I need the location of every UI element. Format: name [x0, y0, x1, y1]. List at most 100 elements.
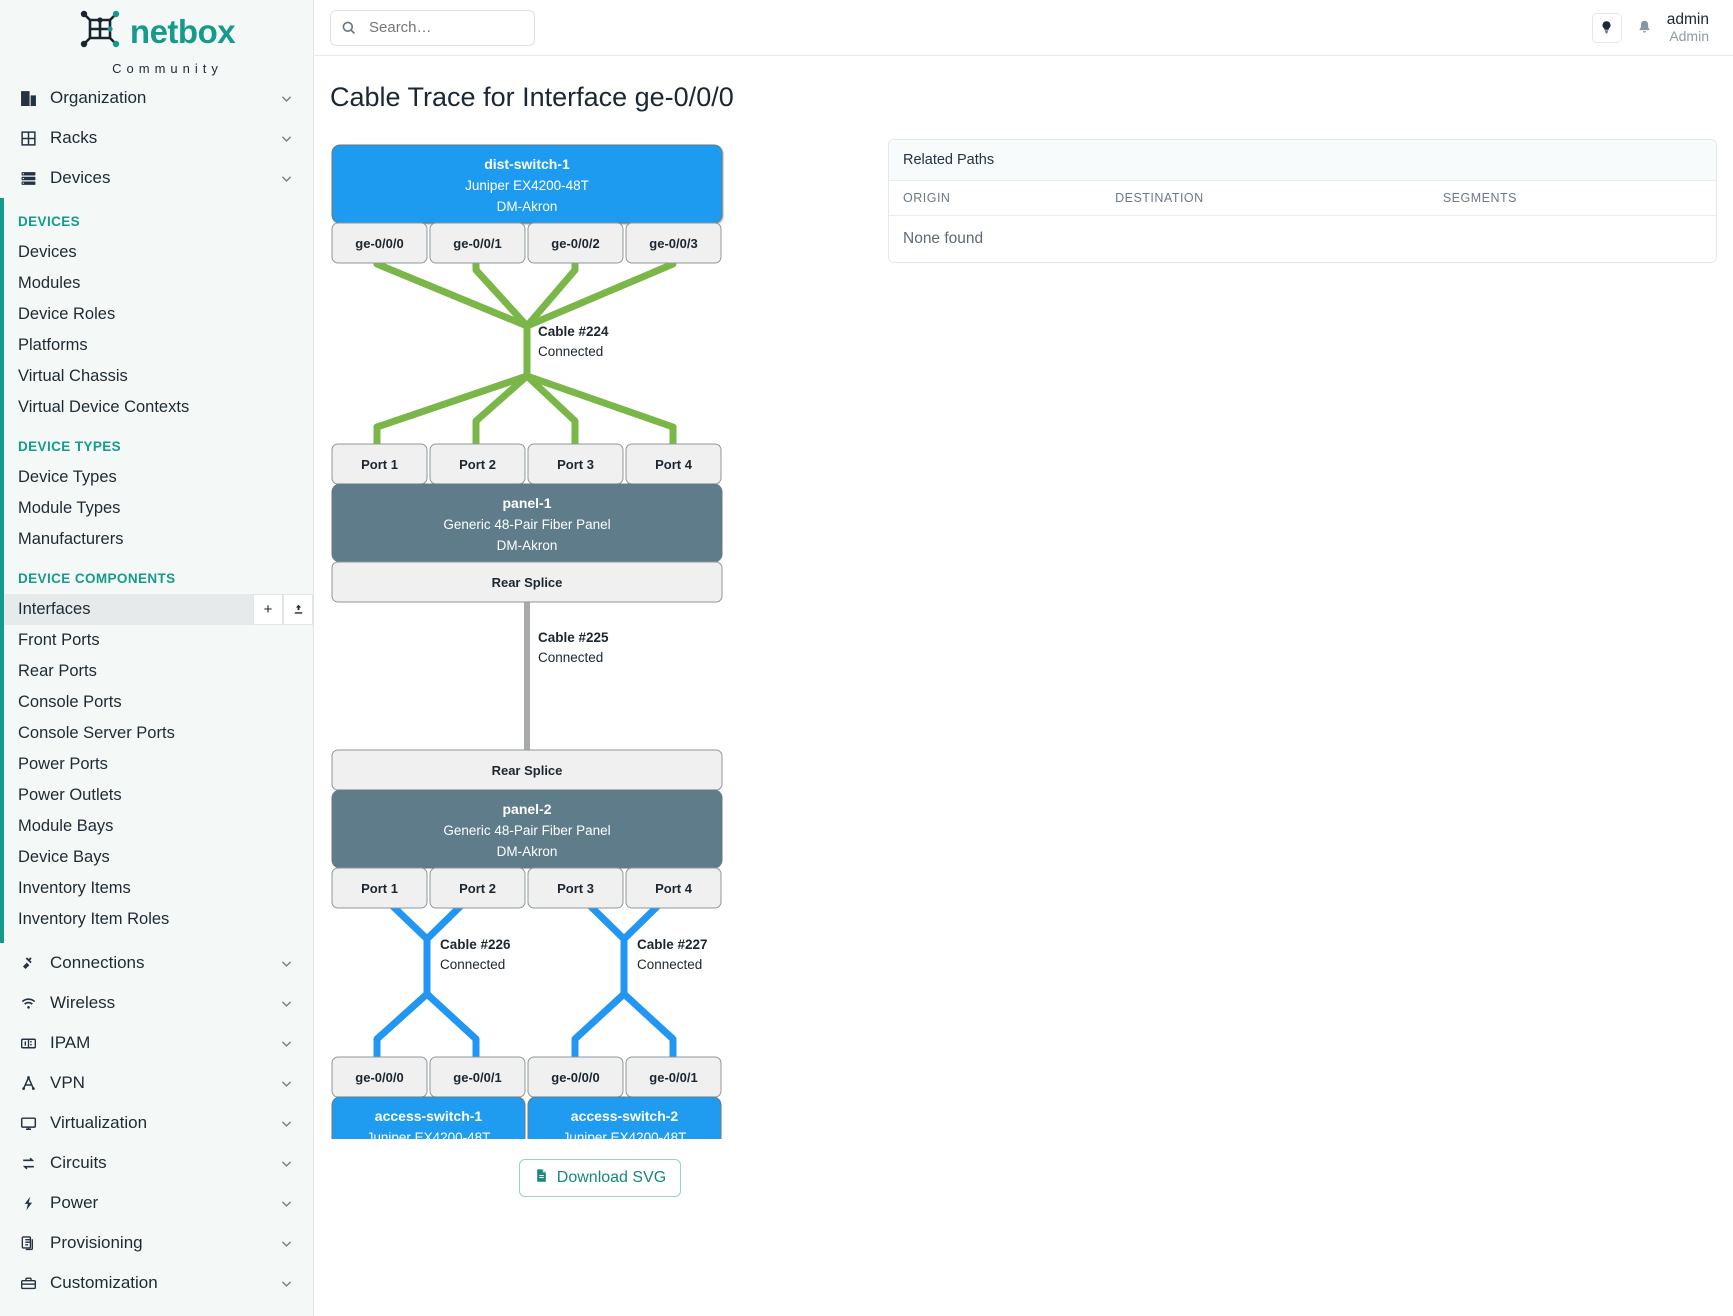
termination[interactable]: ge-0/0/0 [331, 222, 428, 264]
sidebar-group-provisioning[interactable]: Provisioning [0, 1223, 313, 1263]
termination-label: Port 2 [459, 881, 496, 896]
sidebar-item-power-ports[interactable]: Power Ports [4, 749, 313, 780]
termination[interactable]: ge-0/0/0 [527, 1056, 624, 1098]
chevron-down-icon [279, 1116, 293, 1130]
sidebar-item-module-bays[interactable]: Module Bays [4, 811, 313, 842]
sidebar-group-virtualization[interactable]: Virtualization [0, 1103, 313, 1143]
sidebar-item-inventory-item-roles[interactable]: Inventory Item Roles [4, 904, 313, 935]
bell-icon[interactable] [1636, 19, 1653, 36]
termination-label: Rear Splice [492, 575, 563, 590]
sidebar-item-inventory-items[interactable]: Inventory Items [4, 873, 313, 904]
search-icon [341, 20, 357, 36]
sidebar-item-interfaces[interactable]: Interfaces + [4, 594, 313, 625]
sidebar-group-customization[interactable]: Customization [0, 1263, 313, 1303]
sidebar-group-label: Customization [50, 1273, 158, 1292]
toolbox-icon [18, 1273, 38, 1293]
top-navbar-actions: admin Admin [1591, 11, 1717, 45]
termination-label: ge-0/0/3 [649, 236, 697, 251]
sidebar-item-manufacturers[interactable]: Manufacturers [4, 524, 313, 555]
sidebar-group-label: VPN [50, 1073, 85, 1092]
termination-label: ge-0/0/0 [355, 1070, 403, 1085]
termination[interactable]: Port 2 [429, 867, 526, 909]
cable-224-lines[interactable] [373, 247, 677, 444]
column-header-destination[interactable]: DESTINATION [1101, 181, 1429, 216]
building-icon [18, 88, 38, 108]
cable-label: Cable #225 [538, 630, 609, 645]
sidebar-item-device-bays[interactable]: Device Bays [4, 842, 313, 873]
column-header-origin[interactable]: ORIGIN [889, 181, 1102, 216]
cable-status: Connected [538, 344, 603, 359]
search-box[interactable] [330, 9, 535, 46]
sidebar-item-device-roles[interactable]: Device Roles [4, 299, 313, 330]
sidebar-item-module-types[interactable]: Module Types [4, 493, 313, 524]
termination[interactable]: ge-0/0/0 [331, 1056, 428, 1098]
node-panel-1[interactable]: panel-1 Generic 48-Pair Fiber Panel DM-A… [331, 483, 723, 563]
termination[interactable]: Port 2 [429, 443, 526, 485]
sidebar-item-virtual-device-contexts[interactable]: Virtual Device Contexts [4, 392, 313, 423]
termination[interactable]: ge-0/0/1 [429, 222, 526, 264]
brand-logo[interactable]: netbox Community [0, 0, 313, 78]
device-name: panel-2 [502, 801, 551, 817]
import-interface-button[interactable] [283, 594, 313, 625]
sidebar-item-label: Inventory Item Roles [18, 910, 170, 928]
sidebar-group-devices[interactable]: Devices [0, 158, 313, 198]
termination[interactable]: Port 4 [625, 443, 722, 485]
node-access-switch-1[interactable]: access-switch-1 Juniper EX4200-48T DM-Ak… [331, 1096, 526, 1139]
sidebar-item-front-ports[interactable]: Front Ports [4, 625, 313, 656]
cable-status: Connected [440, 957, 505, 972]
node-access-switch-2[interactable]: access-switch-2 Juniper EX4200-48T DM-Ak… [527, 1096, 722, 1139]
netbox-logo-icon [78, 9, 122, 54]
sidebar-group-organization[interactable]: Organization [0, 78, 313, 118]
termination[interactable]: Port 1 [331, 867, 428, 909]
sidebar-item-modules[interactable]: Modules [4, 268, 313, 299]
sidebar-group-operations[interactable]: Operations [0, 1303, 313, 1316]
node-panel-2[interactable]: panel-2 Generic 48-Pair Fiber Panel DM-A… [331, 789, 723, 869]
cable-224-label[interactable]: Cable #224 Connected [538, 324, 609, 359]
sidebar-item-platforms[interactable]: Platforms [4, 330, 313, 361]
sidebar-item-console-ports[interactable]: Console Ports [4, 687, 313, 718]
sidebar-group-circuits[interactable]: Circuits [0, 1143, 313, 1183]
chevron-down-icon [279, 1036, 293, 1050]
sidebar-group-wireless[interactable]: Wireless [0, 983, 313, 1023]
node-dist-switch-1[interactable]: dist-switch-1 Juniper EX4200-48T DM-Akro… [331, 144, 723, 224]
sidebar-item-devices[interactable]: Devices [4, 237, 313, 268]
device-type: Juniper EX4200-48T [367, 1130, 491, 1139]
sidebar-item-console-server-ports[interactable]: Console Server Ports [4, 718, 313, 749]
sidebar-item-rear-ports[interactable]: Rear Ports [4, 656, 313, 687]
sidebar-group-label: Connections [50, 953, 145, 972]
sidebar-group-vpn[interactable]: VPN [0, 1063, 313, 1103]
download-svg-button[interactable]: Download SVG [518, 1159, 682, 1197]
termination[interactable]: ge-0/0/1 [625, 1056, 722, 1098]
termination[interactable]: ge-0/0/3 [625, 222, 722, 264]
termination[interactable]: Port 3 [527, 867, 624, 909]
related-paths-title: Related Paths [889, 140, 1716, 181]
rear-port-panel-2[interactable]: Rear Splice [331, 749, 723, 791]
termination[interactable]: ge-0/0/1 [429, 1056, 526, 1098]
sidebar-group-racks[interactable]: Racks [0, 118, 313, 158]
device-type: Juniper EX4200-48T [465, 178, 589, 193]
sidebar-group-ipam[interactable]: IPAM [0, 1023, 313, 1063]
sidebar-group-power[interactable]: Power [0, 1183, 313, 1223]
cable-225-label[interactable]: Cable #225 Connected [538, 630, 609, 665]
termination[interactable]: Port 4 [625, 867, 722, 909]
top-navbar: admin Admin [314, 0, 1733, 56]
lightbulb-icon[interactable] [1591, 12, 1622, 43]
termination-label: Rear Splice [492, 763, 563, 778]
termination[interactable]: ge-0/0/2 [527, 222, 624, 264]
sidebar-item-device-types[interactable]: Device Types [4, 462, 313, 493]
add-interface-button[interactable]: + [253, 594, 283, 625]
sidebar-group-connections[interactable]: Connections [0, 943, 313, 983]
rear-port-panel-1[interactable]: Rear Splice [331, 561, 723, 603]
brand-name: netbox [129, 12, 236, 50]
column-header-segments[interactable]: SEGMENTS [1428, 181, 1716, 216]
termination[interactable]: Port 1 [331, 443, 428, 485]
sidebar-group-label: Operations [50, 1313, 279, 1316]
user-menu[interactable]: admin Admin [1667, 11, 1709, 45]
sidebar-item-power-outlets[interactable]: Power Outlets [4, 780, 313, 811]
search-input[interactable] [367, 18, 524, 37]
cable-226-label[interactable]: Cable #226 Connected [440, 937, 511, 972]
sidebar-section-heading: DEVICE TYPES [18, 439, 122, 454]
cable-227-label[interactable]: Cable #227 Connected [637, 937, 708, 972]
termination[interactable]: Port 3 [527, 443, 624, 485]
sidebar-item-virtual-chassis[interactable]: Virtual Chassis [4, 361, 313, 392]
